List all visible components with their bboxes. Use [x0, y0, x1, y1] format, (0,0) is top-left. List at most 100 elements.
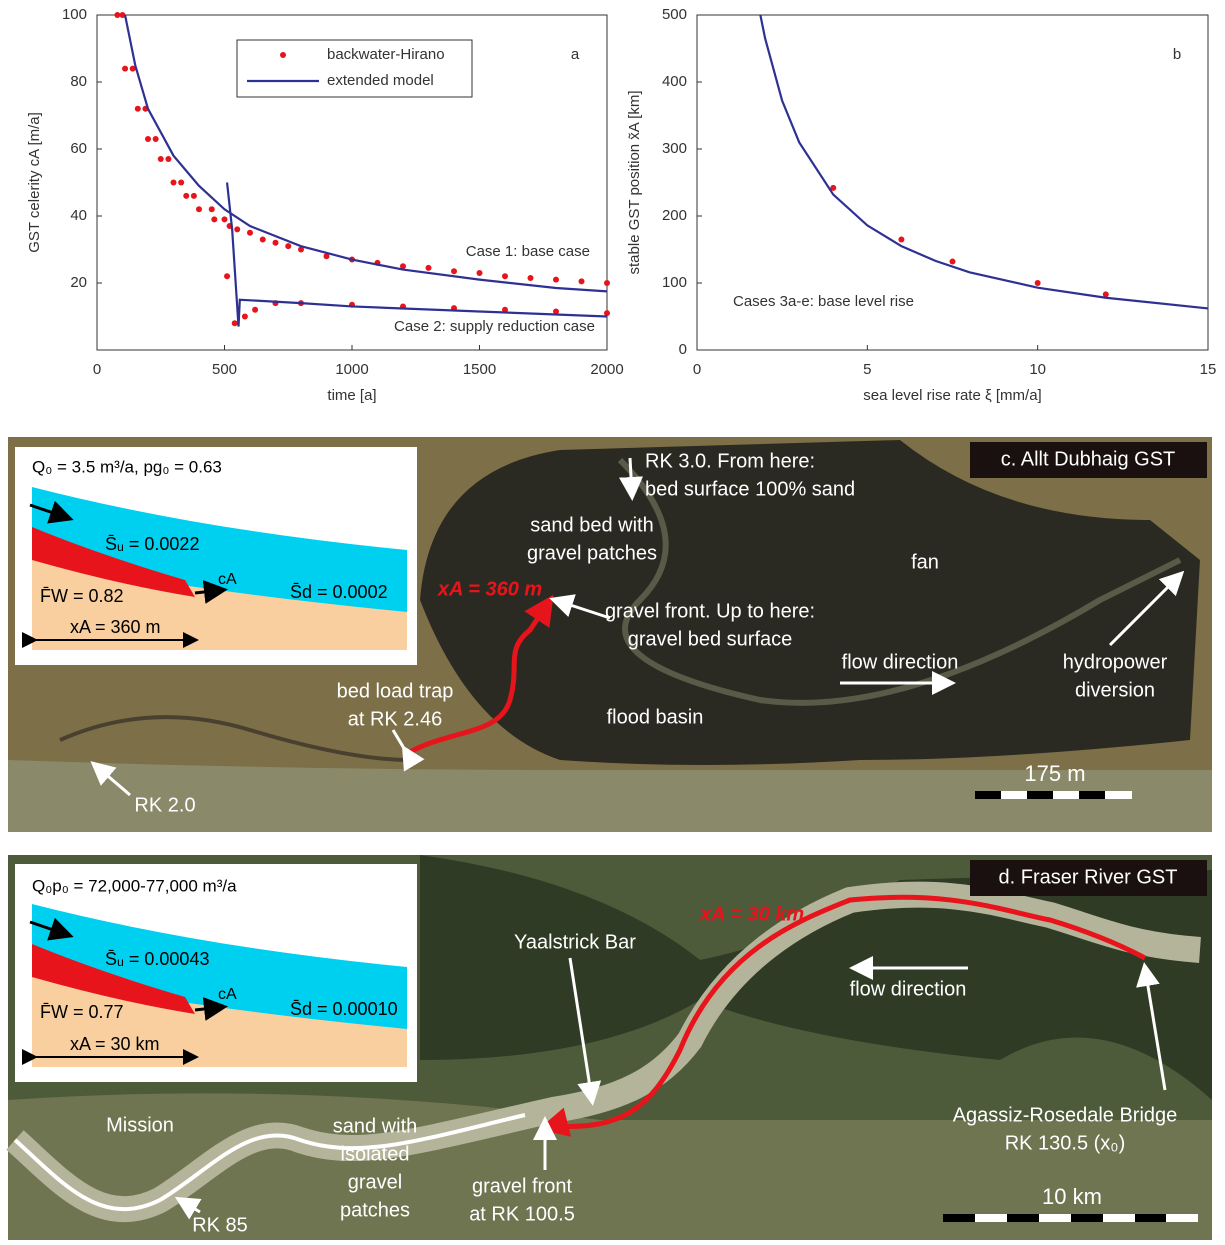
- annotation: flood basin: [607, 706, 704, 728]
- point: [260, 236, 266, 242]
- annotation: flow direction: [850, 978, 967, 1000]
- inset-text: F̄W = 0.82: [40, 586, 124, 606]
- point: [247, 230, 253, 236]
- annotation: sand with: [333, 1115, 418, 1137]
- x-tick-label: 0: [693, 361, 701, 378]
- point: [451, 268, 457, 274]
- x-tick-label: 15: [1200, 361, 1217, 378]
- annotation: fan: [911, 551, 939, 573]
- point: [604, 310, 610, 316]
- point: [273, 240, 279, 246]
- annotation: patches: [340, 1199, 410, 1221]
- inset-text: xA = 30 km: [70, 1034, 160, 1054]
- figure: 050010001500200020406080100time [a]GST c…: [0, 0, 1225, 1245]
- panel-label: d. Fraser River GST: [999, 866, 1178, 888]
- annotation: gravel bed surface: [628, 628, 793, 650]
- point: [426, 265, 432, 271]
- point: [579, 278, 585, 284]
- y-tick-label: 80: [70, 73, 87, 90]
- panel-letter: b: [1173, 46, 1181, 63]
- scale-bar-c: [975, 791, 1132, 799]
- inset-text: S̄ᵤ = 0.00043: [105, 949, 209, 969]
- point: [171, 180, 177, 186]
- point: [209, 206, 215, 212]
- scale-label: 175 m: [1024, 761, 1085, 786]
- point: [153, 136, 159, 142]
- x-tick-label: 500: [212, 361, 237, 378]
- point: [553, 277, 559, 283]
- point: [252, 307, 258, 313]
- inset-text: xA = 360 m: [70, 617, 161, 637]
- x-tick-label: 1500: [463, 361, 496, 378]
- annotation: Yaalstrick Bar: [514, 931, 636, 953]
- annotation: gravel front. Up to here:: [605, 600, 815, 622]
- x-tick-label: 10: [1029, 361, 1046, 378]
- annotation: flow direction: [842, 651, 959, 673]
- inset-text: F̄W = 0.77: [40, 1002, 124, 1022]
- annotation: Case 1: base case: [466, 243, 590, 260]
- y-tick-label: 60: [70, 140, 87, 157]
- y-tick-label: 20: [70, 274, 87, 291]
- annotation: at RK 2.46: [348, 708, 443, 730]
- point: [1035, 280, 1041, 286]
- y-tick-label: 200: [662, 207, 687, 224]
- legend-label: backwater-Hirano: [327, 46, 445, 63]
- point: [222, 216, 228, 222]
- y-axis-label: stable GST position x̃A [km]: [626, 91, 643, 275]
- point: [145, 136, 151, 142]
- annotation: Mission: [106, 1114, 174, 1136]
- annotation: hydropower: [1063, 651, 1168, 673]
- inset-text: Q₀p₀ = 72,000-77,000 m³/a: [32, 876, 237, 895]
- annotation: Agassiz-Rosedale Bridge: [953, 1104, 1178, 1126]
- inset-text: S̄d = 0.00010: [290, 999, 398, 1019]
- annotation: bed surface 100% sand: [645, 478, 855, 500]
- annotation: xA = 30 km: [699, 903, 804, 925]
- y-axis-label: GST celerity cA [m/a]: [26, 112, 43, 253]
- x-axis-label: time [a]: [327, 387, 376, 404]
- line: [760, 15, 1208, 308]
- y-tick-label: 100: [662, 274, 687, 291]
- y-tick-label: 500: [662, 6, 687, 23]
- point: [285, 243, 291, 249]
- annotation: bed load trap: [337, 680, 454, 702]
- annotation: Case 2: supply reduction case: [394, 318, 595, 335]
- annotation: gravel: [348, 1171, 402, 1193]
- inset-text: cA: [218, 986, 237, 1003]
- annotation: RK 130.5 (x₀): [1005, 1132, 1126, 1154]
- annotation: xA = 360 m: [437, 578, 542, 600]
- y-tick-label: 100: [62, 6, 87, 23]
- y-tick-label: 40: [70, 207, 87, 224]
- point: [528, 275, 534, 281]
- legend-symbol: [280, 52, 286, 58]
- point: [604, 280, 610, 286]
- point: [158, 156, 164, 162]
- x-tick-label: 2000: [590, 361, 623, 378]
- x-tick-label: 0: [93, 361, 101, 378]
- x-tick-label: 1000: [335, 361, 368, 378]
- point: [211, 216, 217, 222]
- annotation: sand bed with: [530, 514, 653, 536]
- annotation: Cases 3a-e: base level rise: [733, 293, 914, 310]
- y-tick-label: 0: [679, 341, 687, 358]
- point: [191, 193, 197, 199]
- annotation: diversion: [1075, 679, 1155, 701]
- point: [224, 273, 230, 279]
- point: [502, 273, 508, 279]
- point: [196, 206, 202, 212]
- annotation: RK 3.0. From here:: [645, 450, 815, 472]
- x-axis-label: sea level rise rate ξ [mm/a]: [863, 387, 1041, 404]
- scale-label: 10 km: [1042, 1184, 1102, 1209]
- inset-text: S̄d = 0.0002: [290, 582, 388, 602]
- scale-bar-d: [943, 1214, 1198, 1222]
- point: [135, 106, 141, 112]
- point: [232, 320, 238, 326]
- point: [898, 236, 904, 242]
- annotation: RK 85: [192, 1214, 248, 1236]
- inset-text: cA: [218, 571, 237, 588]
- annotation: at RK 100.5: [469, 1203, 575, 1225]
- annotation: gravel front: [472, 1175, 572, 1197]
- point: [122, 66, 128, 72]
- panel-letter: a: [571, 46, 580, 63]
- y-tick-label: 300: [662, 140, 687, 157]
- annotation: gravel patches: [527, 542, 657, 564]
